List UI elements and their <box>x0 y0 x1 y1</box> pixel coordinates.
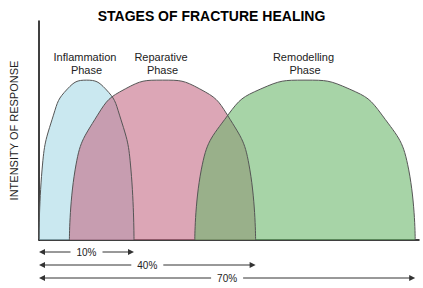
svg-text:Reparative: Reparative <box>134 51 190 63</box>
svg-text:Phase: Phase <box>147 64 178 76</box>
svg-text:INTENSITY OF RESPONSE: INTENSITY OF RESPONSE <box>8 61 20 201</box>
svg-text:70%: 70% <box>217 273 237 284</box>
svg-text:Phase: Phase <box>71 64 102 76</box>
svg-text:10%: 10% <box>76 247 96 258</box>
svg-text:Inflammation: Inflammation <box>53 51 119 63</box>
svg-text:Phase: Phase <box>289 64 320 76</box>
svg-text:STAGES OF FRACTURE HEALING: STAGES OF FRACTURE HEALING <box>98 8 326 24</box>
svg-text:Remodelling: Remodelling <box>273 51 337 63</box>
svg-text:40%: 40% <box>137 260 157 271</box>
